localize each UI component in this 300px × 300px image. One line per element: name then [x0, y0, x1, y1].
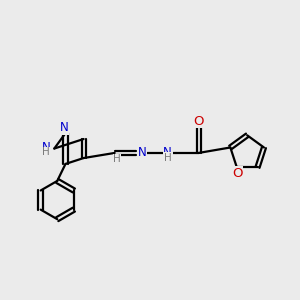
Text: H: H	[113, 154, 121, 164]
Text: H: H	[164, 153, 172, 163]
Text: N: N	[163, 146, 172, 159]
Text: N: N	[42, 141, 50, 154]
Text: O: O	[193, 115, 204, 128]
Text: N: N	[138, 146, 147, 159]
Text: H: H	[42, 147, 50, 157]
Text: O: O	[232, 167, 243, 180]
Text: N: N	[60, 121, 69, 134]
